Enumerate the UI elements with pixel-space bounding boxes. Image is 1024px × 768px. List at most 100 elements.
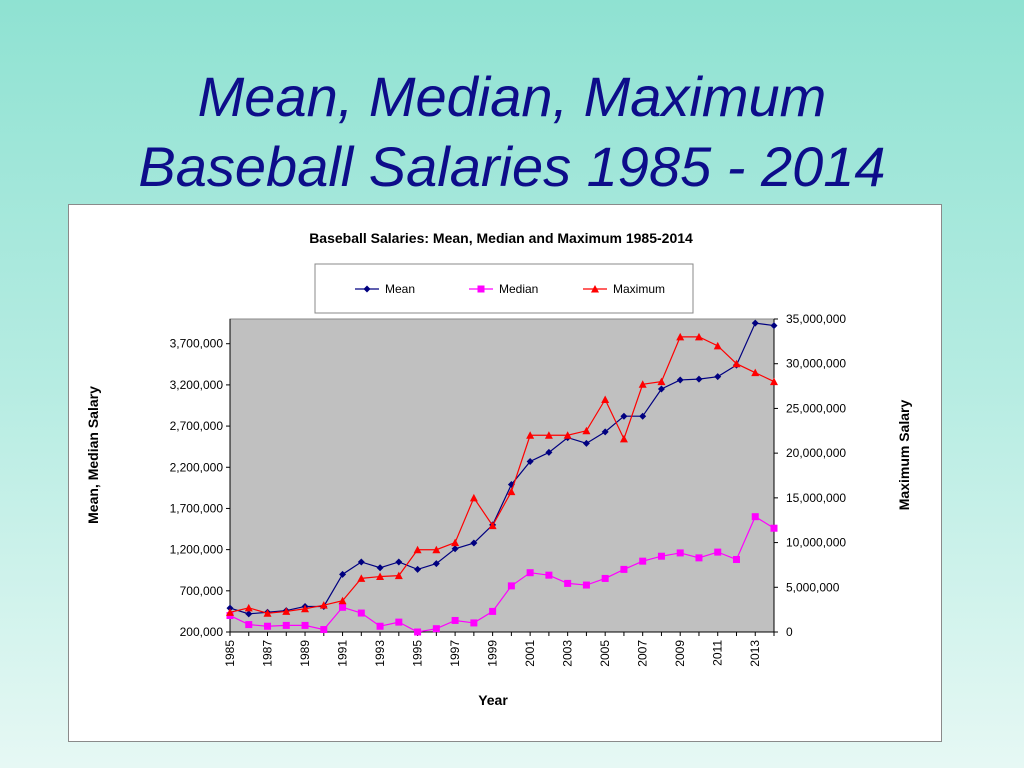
- maximum-point: [244, 603, 253, 612]
- mean-point: [451, 545, 459, 553]
- legend-maximum-marker: [591, 285, 599, 293]
- mean-point: [751, 319, 759, 327]
- maximum-point: [357, 574, 366, 582]
- y-left-tick-label: 2,200,000: [170, 460, 224, 474]
- mean-point: [226, 604, 234, 612]
- median-point: [639, 557, 647, 565]
- maximum-point: [582, 426, 591, 435]
- slide-title-line2: Baseball Salaries 1985 - 2014: [138, 135, 886, 198]
- y-right-tick-label: 15,000,000: [786, 491, 846, 505]
- median-point: [564, 579, 572, 587]
- maximum-point: [301, 604, 310, 613]
- y-right-axis-title: Maximum Salary: [896, 400, 912, 511]
- y-right-tick-label: 10,000,000: [786, 536, 846, 550]
- legend-mean-label: Mean: [385, 282, 415, 296]
- maximum-point: [657, 377, 666, 386]
- x-tick-label: 1999: [486, 640, 500, 667]
- y-right-tick-label: 25,000,000: [786, 401, 846, 415]
- median-point: [489, 607, 497, 615]
- maximum-point: [469, 493, 478, 502]
- median-point: [451, 616, 459, 624]
- median-point: [395, 618, 403, 626]
- median-point: [601, 574, 609, 582]
- mean-point: [432, 560, 440, 568]
- y-right-tick-label: 30,000,000: [786, 357, 846, 371]
- median-point: [301, 621, 309, 629]
- mean-point: [526, 457, 534, 465]
- maximum-point: [544, 431, 553, 439]
- median-point: [732, 556, 740, 564]
- mean-point: [770, 322, 778, 330]
- median-point: [620, 565, 628, 573]
- median-point: [357, 609, 365, 617]
- mean-point: [357, 558, 365, 566]
- series-layer: [226, 319, 778, 636]
- y-left-tick-label: 700,000: [180, 584, 224, 598]
- y-left-tick-label: 2,700,000: [170, 419, 224, 433]
- mean-point: [414, 565, 422, 573]
- median-point: [245, 621, 253, 629]
- median-point: [582, 581, 590, 589]
- median-point: [432, 625, 440, 633]
- x-tick-label: 1995: [411, 640, 425, 667]
- x-tick-label: 1991: [336, 640, 350, 667]
- mean-point: [470, 539, 478, 547]
- x-axis: 1985 1987 1989 1991 1993 1995 1997 1999 2001 2003…: [223, 631, 775, 667]
- median-point: [470, 619, 478, 627]
- maximum-point: [451, 538, 460, 547]
- y-right-tick-label: 0: [786, 625, 793, 639]
- median-point: [545, 571, 553, 579]
- maximum-point: [770, 377, 778, 386]
- y-right-tick-label: 5,000,000: [786, 580, 840, 594]
- mean-point: [395, 558, 403, 566]
- x-tick-label: 1997: [448, 640, 462, 667]
- right-axis: 0 5,000,000 10,000,000 15,000,000 20,000,000…: [773, 312, 846, 639]
- legend-median-marker: [477, 285, 485, 293]
- maximum-point: [319, 601, 328, 609]
- maximum-point: [488, 521, 497, 530]
- maximum-point: [732, 359, 741, 368]
- mean-point: [582, 439, 590, 447]
- legend-mean-marker: [363, 285, 371, 293]
- maximum-point: [676, 332, 685, 341]
- slide-title-line1: Mean, Median, Maximum: [197, 65, 827, 128]
- median-point: [657, 552, 665, 560]
- median-point: [714, 548, 722, 556]
- maximum-series-line: [229, 336, 775, 614]
- maximum-point: [263, 609, 272, 617]
- median-point: [676, 549, 684, 557]
- mean-point: [657, 385, 665, 393]
- y-right-tick-label: 20,000,000: [786, 446, 846, 460]
- legend-median-label: Median: [499, 282, 538, 296]
- median-point: [751, 513, 759, 521]
- median-point: [320, 626, 328, 634]
- maximum-point: [694, 332, 703, 341]
- maximum-point: [526, 431, 535, 439]
- median-point: [376, 622, 384, 630]
- x-tick-label: 2007: [636, 640, 650, 667]
- chart-panel: Baseball Salaries: Mean, Median and Maxi…: [68, 204, 942, 742]
- x-tick-label: 1985: [223, 640, 237, 667]
- x-tick-label: 1989: [298, 640, 312, 667]
- chart-title: Baseball Salaries: Mean, Median and Maxi…: [309, 230, 693, 246]
- mean-point: [245, 610, 253, 618]
- y-left-tick-label: 1,200,000: [170, 543, 224, 557]
- median-point: [414, 628, 422, 636]
- x-tick-label: 2009: [673, 640, 687, 667]
- median-point: [264, 622, 272, 630]
- mean-point: [620, 412, 628, 420]
- mean-point: [676, 376, 684, 384]
- median-point: [507, 582, 515, 590]
- median-point: [770, 524, 778, 532]
- y-left-tick-label: 200,000: [180, 625, 224, 639]
- x-tick-label: 2013: [748, 640, 762, 667]
- maximum-point: [394, 571, 403, 580]
- maximum-point: [432, 545, 441, 554]
- x-tick-label: 2001: [523, 640, 537, 667]
- maximum-point: [619, 434, 628, 443]
- mean-point: [639, 412, 647, 420]
- y-left-axis-title: Mean, Median Salary: [85, 386, 101, 524]
- salary-chart: Baseball Salaries: Mean, Median and Maxi…: [85, 230, 912, 708]
- median-point: [339, 603, 347, 611]
- x-tick-label: 1993: [373, 640, 387, 667]
